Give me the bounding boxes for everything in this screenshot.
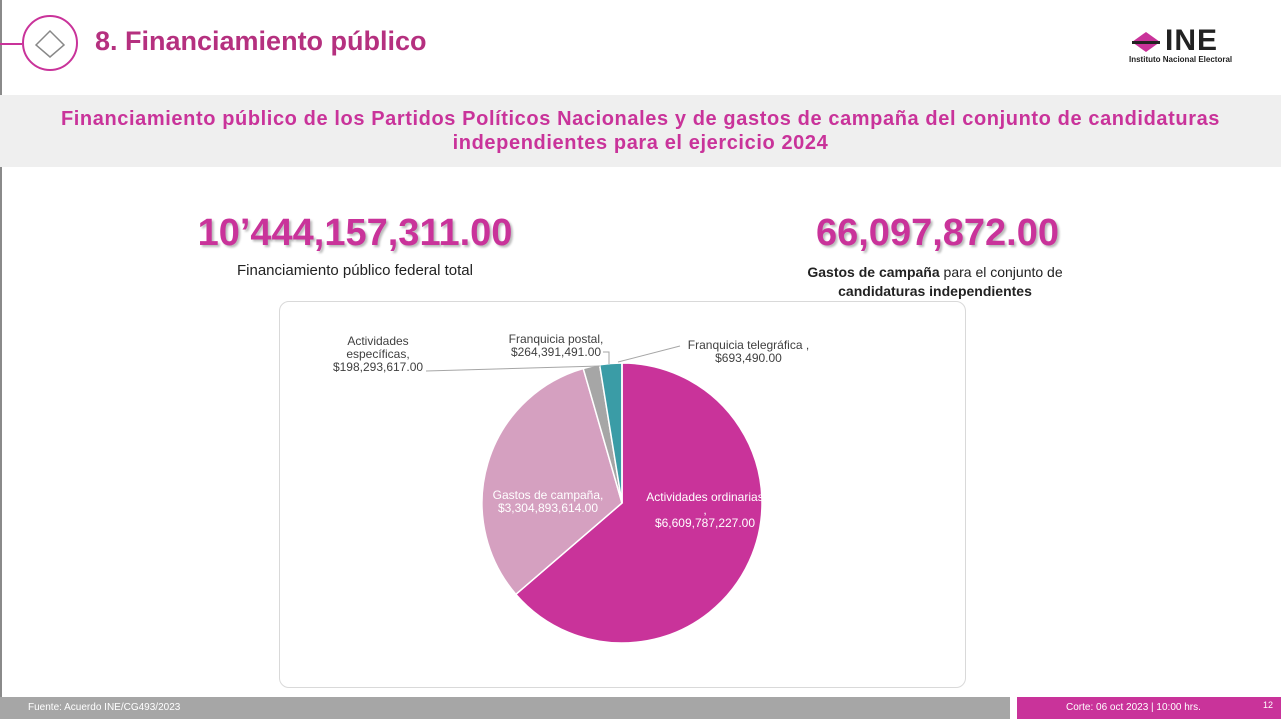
page-title: 8. Financiamiento público: [95, 26, 427, 56]
slice-label: Actividades específicas, $198,293,617.00: [318, 335, 438, 374]
footer-bar: [0, 697, 1010, 719]
leader-line: [617, 345, 681, 363]
slice-label: Franquicia postal, $264,391,491.00: [496, 333, 616, 359]
pie-chart: [425, 345, 763, 644]
slice-value-label: $6,609,787,227.00: [654, 516, 756, 530]
slice-value-label: $693,490.00: [715, 351, 782, 365]
logo-subtitle: Instituto Nacional Electoral: [1129, 55, 1233, 64]
left-rule: [0, 0, 2, 697]
slice-category: Gastos de campaña,: [492, 488, 604, 502]
slice-label: Actividades ordinarias , $6,609,787,227.0…: [645, 491, 765, 530]
kpi-value: 66,097,872.00: [815, 212, 1059, 254]
title-icon: [22, 15, 78, 71]
slice-value-label: $3,304,893,614.00: [497, 501, 599, 515]
logo-mark: [1132, 32, 1160, 52]
pie-slice: [481, 367, 623, 596]
title-rule: [0, 43, 22, 45]
kpi-value: 10’444,157,311.00: [197, 212, 513, 254]
kpi-label-bold: candidaturas independientes: [838, 283, 1032, 299]
slice-category: Franquicia postal,: [508, 332, 604, 346]
kpi-label: Financiamiento público federal total: [237, 262, 473, 279]
footer-accent: [1017, 697, 1281, 719]
kpi-label: Gastos de campaña para el conjunto de ca…: [780, 263, 1090, 301]
slice-value-label: $198,293,617.00: [332, 360, 424, 374]
slice-category: Franquicia telegráfica ,: [687, 338, 810, 352]
kpi-label-text: para el conjunto de: [939, 264, 1063, 280]
subtitle-band: [0, 95, 1281, 167]
leader-line: [603, 351, 610, 364]
footer-cutoff: Corte: 06 oct 2023 | 10:00 hrs.: [1066, 702, 1201, 713]
slice-category: Actividades ordinarias ,: [646, 490, 764, 517]
page-number: 12: [1263, 700, 1274, 710]
slice-value-label: $264,391,491.00: [510, 345, 602, 359]
leader-line: [425, 365, 601, 372]
slice-category: Actividades específicas,: [346, 334, 410, 361]
chart-frame: [279, 301, 966, 688]
logo: INE: [1165, 24, 1219, 57]
subtitle: Financiamiento público de los Partidos P…: [60, 108, 1221, 154]
footer-source: Fuente: Acuerdo INE/CG493/2023: [28, 702, 181, 713]
slice-label: Gastos de campaña, $3,304,893,614.00: [483, 489, 613, 515]
pie-slice: [514, 362, 763, 644]
slice-label: Franquicia telegráfica , $693,490.00: [676, 339, 821, 365]
kpi-label-bold: Gastos de campaña: [807, 264, 940, 280]
